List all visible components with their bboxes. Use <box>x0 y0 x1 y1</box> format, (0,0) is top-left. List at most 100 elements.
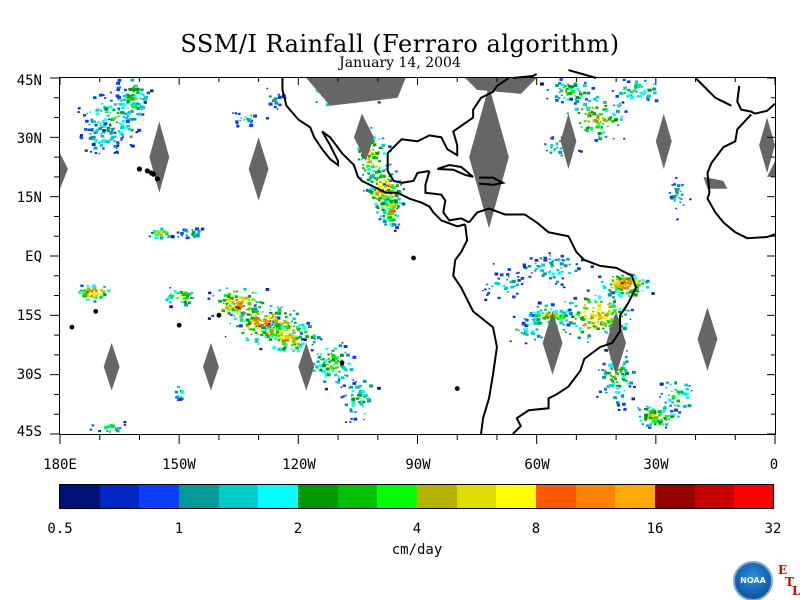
rain-pixel <box>355 397 359 400</box>
rain-pixel <box>597 295 600 298</box>
rain-pixel <box>560 315 565 320</box>
rain-pixel <box>272 326 275 329</box>
rain-pixel <box>397 205 400 208</box>
rain-pixel <box>377 101 381 104</box>
rain-pixel <box>616 286 621 290</box>
rain-pixel <box>168 295 171 298</box>
rain-pixel <box>662 406 667 410</box>
rain-pixel <box>554 95 559 98</box>
rain-pixel <box>344 403 349 407</box>
rain-pixel <box>634 80 639 84</box>
rain-pixel <box>673 200 676 202</box>
rain-pixel <box>623 368 628 372</box>
rain-pixel <box>255 320 260 324</box>
rain-pixel <box>313 335 317 338</box>
rain-pixel <box>377 169 380 172</box>
rain-pixel <box>675 191 679 194</box>
rain-pixel <box>560 254 564 258</box>
rain-pixel <box>520 282 524 286</box>
rain-pixel <box>241 300 244 302</box>
rain-pixel <box>177 398 180 401</box>
coastline-south-america-atlantic <box>468 207 638 435</box>
colorbar-tick-8: 8 <box>531 521 541 537</box>
rain-pixel <box>295 336 299 340</box>
rain-pixel <box>619 324 623 328</box>
rain-pixel <box>646 406 650 409</box>
rain-pixel <box>623 283 627 287</box>
rain-pixel <box>346 353 350 357</box>
rain-pixel <box>546 89 549 91</box>
rain-pixel <box>604 325 607 327</box>
rain-pixel <box>186 230 189 233</box>
rain-pixel <box>245 324 249 327</box>
rain-pixel <box>565 90 568 92</box>
rain-pixel <box>109 99 113 102</box>
rain-pixel <box>351 400 355 404</box>
rain-pixel <box>596 327 600 331</box>
rain-pixel <box>622 378 627 382</box>
rain-pixel <box>559 88 561 90</box>
rain-pixel <box>86 298 90 301</box>
noaa-logo-icon: NOAA <box>733 561 773 600</box>
rain-pixel <box>647 88 652 92</box>
rain-pixel <box>644 79 647 82</box>
rain-pixel <box>597 312 600 315</box>
rain-pixel <box>116 430 119 432</box>
rain-pixel <box>555 84 558 87</box>
rain-pixel <box>99 93 103 97</box>
rain-pixel <box>625 291 630 295</box>
rain-pixel <box>626 280 630 283</box>
rain-pixel <box>341 366 346 370</box>
rain-pixel <box>650 410 654 413</box>
rain-pixel <box>255 325 257 328</box>
rain-pixel <box>566 112 569 115</box>
rain-pixel <box>300 332 303 335</box>
rain-pixel <box>556 317 560 321</box>
rain-pixel <box>246 338 250 342</box>
rain-pixel <box>105 426 109 429</box>
rain-pixel <box>320 359 322 361</box>
rain-pixel <box>293 342 296 344</box>
rain-pixel <box>484 288 487 291</box>
rain-pixel <box>628 285 631 288</box>
rain-pixel <box>521 321 526 325</box>
rain-pixel <box>570 85 575 89</box>
rain-pixel <box>97 121 100 124</box>
rain-pixel <box>378 196 383 200</box>
rain-pixel <box>296 327 301 331</box>
rain-pixel <box>245 318 250 322</box>
rain-pixel <box>185 297 189 300</box>
rain-pixel <box>127 111 132 114</box>
rain-pixel <box>592 325 596 328</box>
rain-pixel <box>537 321 541 325</box>
rain-pixel <box>625 360 629 364</box>
rain-pixel <box>121 92 124 94</box>
rain-pixel <box>621 101 625 104</box>
rain-pixel <box>139 92 143 96</box>
rain-pixel <box>368 189 373 193</box>
rain-pixel <box>670 413 674 416</box>
rain-pixel <box>598 390 602 394</box>
rain-pixel <box>380 171 383 174</box>
rain-pixel <box>615 384 619 387</box>
rain-pixel <box>160 229 163 231</box>
rain-pixel <box>290 343 295 347</box>
rain-pixel <box>648 417 651 420</box>
rain-pixel <box>98 429 102 433</box>
rain-pixel <box>629 318 632 320</box>
rain-pixel <box>611 291 615 295</box>
rain-pixel <box>109 138 113 141</box>
rain-pixel <box>600 300 603 303</box>
rain-pixel <box>236 290 239 293</box>
rain-pixel <box>359 384 362 387</box>
rain-pixel <box>518 329 520 332</box>
rain-pixel <box>333 363 336 366</box>
rain-pixel <box>392 205 397 209</box>
rain-pixel <box>208 291 212 295</box>
rain-pixel <box>394 214 398 217</box>
rain-pixel <box>383 197 387 200</box>
rain-pixel <box>255 301 258 304</box>
rain-pixel <box>606 319 609 322</box>
rain-pixel <box>663 405 666 408</box>
rain-pixel <box>235 122 239 125</box>
